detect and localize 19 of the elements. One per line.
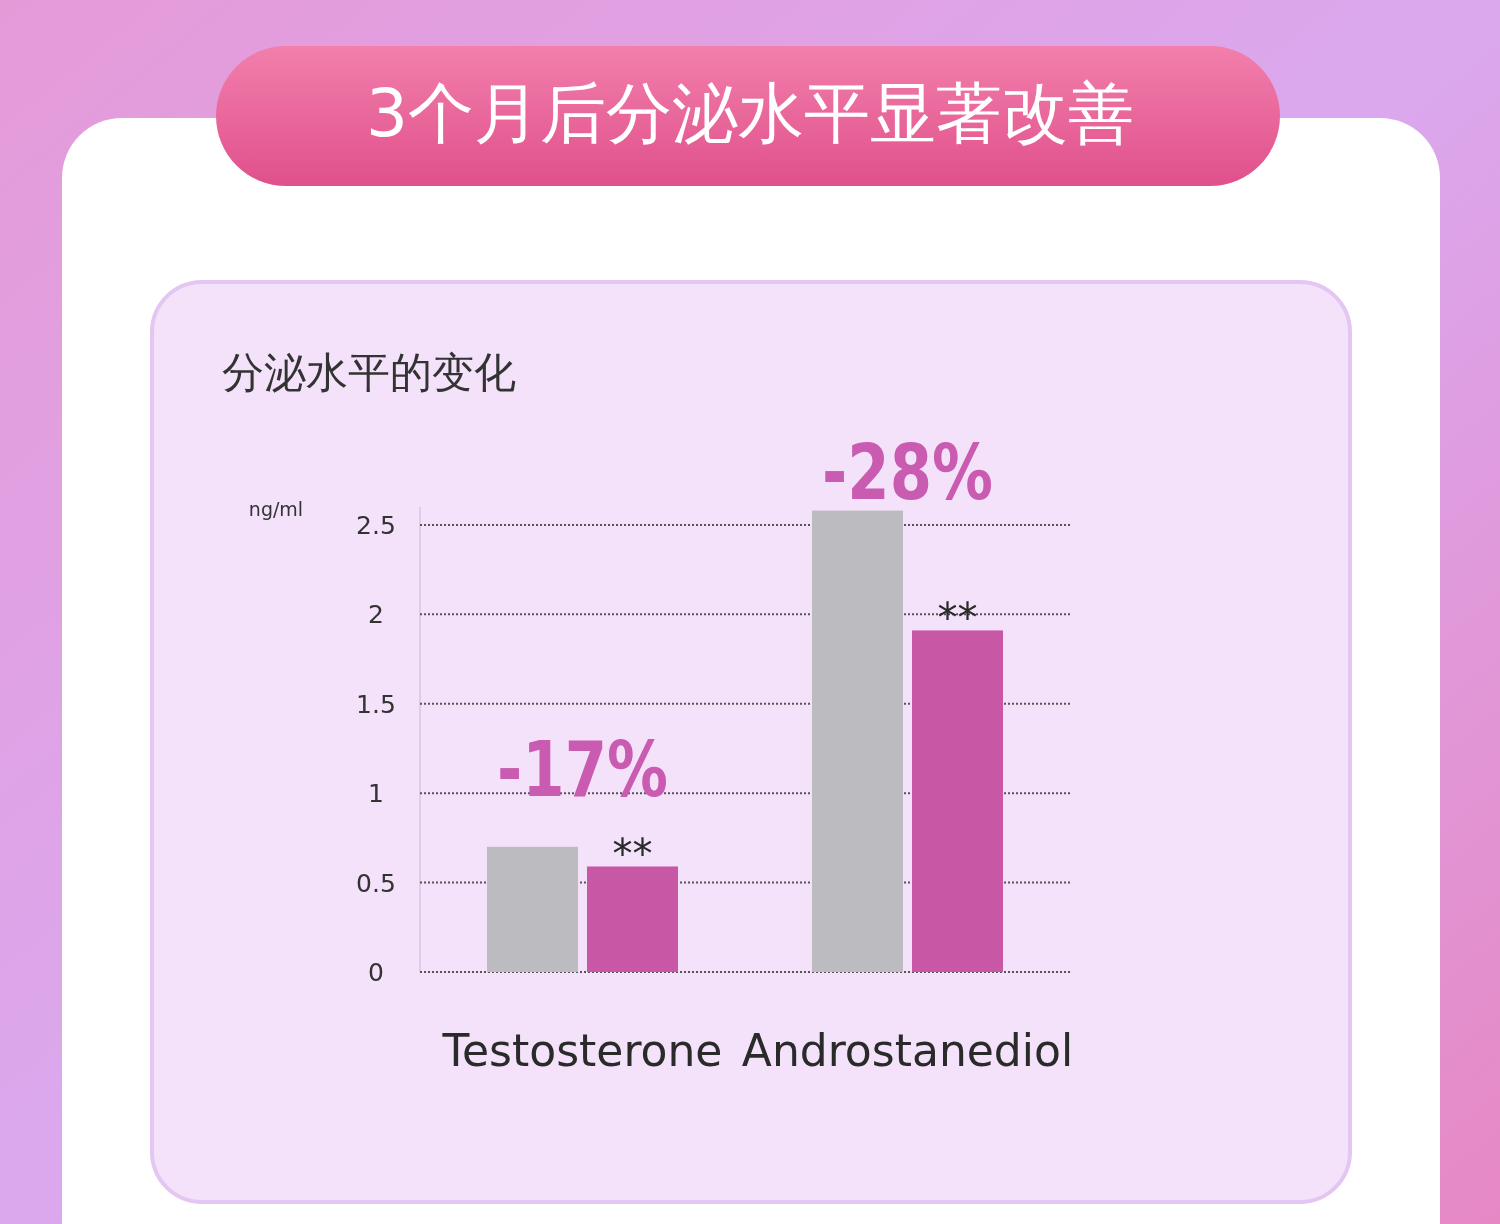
x-tick-label: Testosterone <box>441 1025 723 1076</box>
chart-subtitle: 分泌水平的变化 <box>222 348 516 397</box>
x-tick-label: Androstanediol <box>741 1025 1074 1076</box>
annotation: -17% <box>497 725 668 815</box>
bar <box>912 630 1003 972</box>
y-tick-label: 1 <box>368 779 384 809</box>
bar <box>587 866 678 972</box>
bar <box>487 846 578 972</box>
annotation: -28% <box>822 427 993 517</box>
y-tick-label: 2.5 <box>356 510 396 540</box>
y-tick-label: 0.5 <box>356 868 396 898</box>
annotation: ** <box>612 831 653 878</box>
y-tick-label: 0 <box>368 958 384 987</box>
annotation: ** <box>937 595 978 642</box>
chart-title: 3个月后分泌水平显著改善 <box>366 75 1134 152</box>
bar <box>812 510 903 972</box>
y-tick-label: 2 <box>368 600 384 630</box>
y-axis-title: ng/ml <box>248 498 304 520</box>
y-tick-label: 1.5 <box>356 689 396 719</box>
